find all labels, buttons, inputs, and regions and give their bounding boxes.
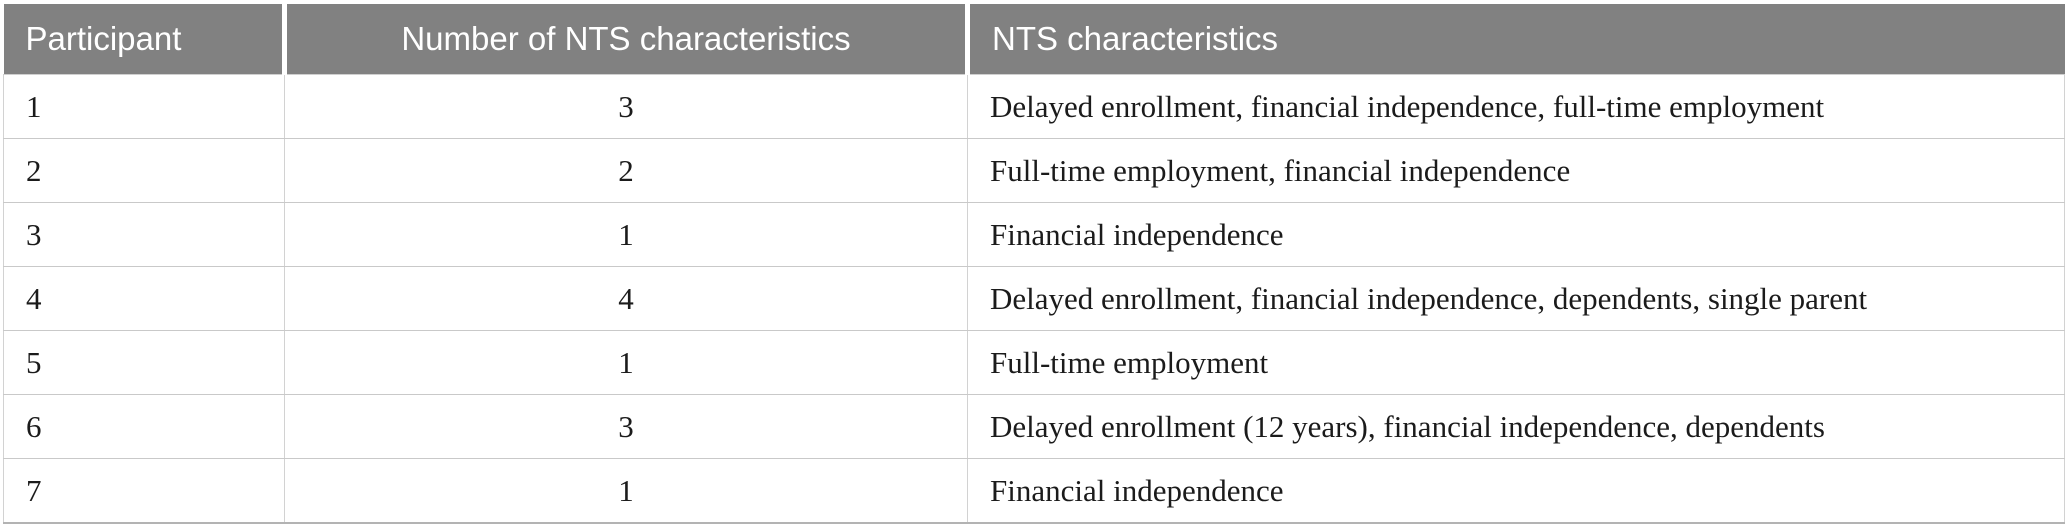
characteristics-cell: Delayed enrollment, financial independen… (967, 74, 2065, 139)
column-header-number-of-nts-characteristics: Number of NTS characteristics (282, 4, 968, 75)
table-row: 1 3 Delayed enrollment, financial indepe… (3, 74, 2065, 139)
count-cell: 3 (284, 74, 968, 139)
participant-cell: 4 (3, 266, 285, 331)
table-row: 5 1 Full-time employment (3, 330, 2065, 395)
characteristics-cell: Delayed enrollment (12 years), financial… (967, 394, 2065, 459)
table-header: Participant Number of NTS characteristic… (3, 4, 2065, 75)
header-row: Participant Number of NTS characteristic… (3, 4, 2065, 75)
characteristics-cell: Full-time employment, financial independ… (967, 138, 2065, 203)
table-row: 7 1 Financial independence (3, 458, 2065, 524)
count-cell: 1 (284, 330, 968, 395)
count-cell: 3 (284, 394, 968, 459)
count-cell: 4 (284, 266, 968, 331)
characteristics-cell: Financial independence (967, 202, 2065, 267)
table-body: 1 3 Delayed enrollment, financial indepe… (3, 74, 2065, 524)
count-cell: 1 (284, 202, 968, 267)
table-row: 2 2 Full-time employment, financial inde… (3, 138, 2065, 203)
participant-cell: 1 (3, 74, 285, 139)
characteristics-cell: Delayed enrollment, financial independen… (967, 266, 2065, 331)
participant-cell: 3 (3, 202, 285, 267)
participant-cell: 5 (3, 330, 285, 395)
table-row: 6 3 Delayed enrollment (12 years), finan… (3, 394, 2065, 459)
column-header-nts-characteristics: NTS characteristics (965, 4, 2065, 75)
participant-cell: 7 (3, 458, 285, 524)
table-row: 4 4 Delayed enrollment, financial indepe… (3, 266, 2065, 331)
participants-table-container: Participant Number of NTS characteristic… (3, 4, 2065, 524)
participant-cell: 2 (3, 138, 285, 203)
column-header-participant: Participant (3, 4, 285, 75)
count-cell: 1 (284, 458, 968, 524)
participant-cell: 6 (3, 394, 285, 459)
table-row: 3 1 Financial independence (3, 202, 2065, 267)
characteristics-cell: Full-time employment (967, 330, 2065, 395)
nts-characteristics-table: Participant Number of NTS characteristic… (3, 4, 2065, 524)
count-cell: 2 (284, 138, 968, 203)
characteristics-cell: Financial independence (967, 458, 2065, 524)
